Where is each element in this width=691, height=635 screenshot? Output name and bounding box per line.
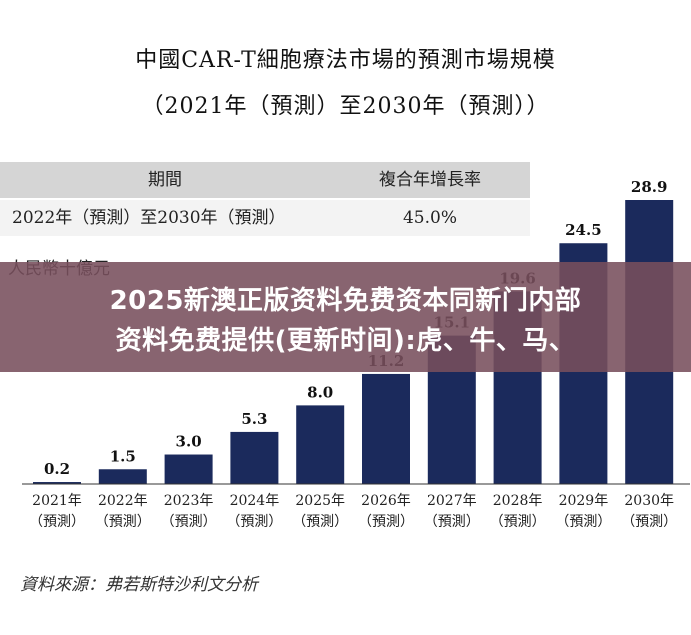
- x-tick-label: 2025年: [295, 493, 345, 509]
- data-label: 24.5: [565, 221, 602, 239]
- banner-text-line-2: 资料免费提供(更新时间):虎、牛、马、: [115, 326, 576, 356]
- data-label: 5.3: [241, 410, 267, 428]
- x-tick-label: 2027年: [427, 493, 477, 509]
- data-label: 3.0: [176, 433, 202, 451]
- bar-2026年: [362, 373, 410, 484]
- x-tick-sublabel: （預測）: [226, 514, 282, 530]
- x-tick-sublabel: （預測）: [424, 514, 480, 530]
- x-tick-sublabel: （預測）: [358, 514, 414, 530]
- data-label: 28.9: [631, 178, 668, 196]
- x-tick-label: 2029年: [559, 493, 609, 509]
- bar-2024年: [230, 431, 279, 484]
- bar-2021年: [33, 482, 81, 484]
- data-label: 0.2: [44, 460, 70, 478]
- bar-2025年: [296, 405, 345, 484]
- x-tick-sublabel: （預測）: [29, 514, 85, 530]
- cagr-rate: 45.0%: [402, 208, 457, 228]
- x-tick-label: 2030年: [624, 493, 674, 509]
- source-note: 資料來源：弗若斯特沙利文分析: [20, 575, 258, 595]
- cagr-table-header: 期間 複合年增長率: [0, 162, 530, 198]
- overlay-banner: 2025新澳正版资料免费资本同新门内部 资料免费提供(更新时间):虎、牛、马、: [0, 262, 691, 372]
- cagr-period: 2022年（預測）至2030年（預測）: [12, 208, 286, 228]
- cagr-header-rate: 複合年增長率: [379, 170, 481, 190]
- banner-text-line-1: 2025新澳正版资料免费资本同新门内部: [109, 286, 582, 316]
- x-tick-label: 2024年: [230, 493, 280, 509]
- x-tick-label: 2028年: [493, 493, 543, 509]
- x-tick-sublabel: （預測）: [555, 514, 611, 530]
- data-label: 8.0: [307, 383, 333, 401]
- x-tick-label: 2022年: [98, 493, 148, 509]
- x-tick-sublabel: （預測）: [292, 514, 348, 530]
- chart-subtitle: （2021年（預測）至2030年（預測））: [141, 94, 550, 119]
- data-label: 1.5: [110, 447, 136, 465]
- cagr-table-row: 2022年（預測）至2030年（預測） 45.0%: [0, 200, 530, 236]
- x-tick-sublabel: （預測）: [161, 514, 217, 530]
- x-tick-sublabel: （預測）: [621, 514, 677, 530]
- bar-2023年: [164, 454, 213, 484]
- chart-title: 中國CAR-T細胞療法市場的預測市場規模: [135, 48, 556, 73]
- x-tick-label: 2023年: [164, 493, 214, 509]
- x-tick-label: 2026年: [361, 493, 411, 509]
- bar-2022年: [98, 469, 147, 484]
- x-tick-sublabel: （預測）: [490, 514, 546, 530]
- x-tick-label: 2021年: [32, 493, 82, 509]
- x-tick-sublabel: （預測）: [95, 514, 151, 530]
- cagr-header-period: 期間: [148, 170, 182, 190]
